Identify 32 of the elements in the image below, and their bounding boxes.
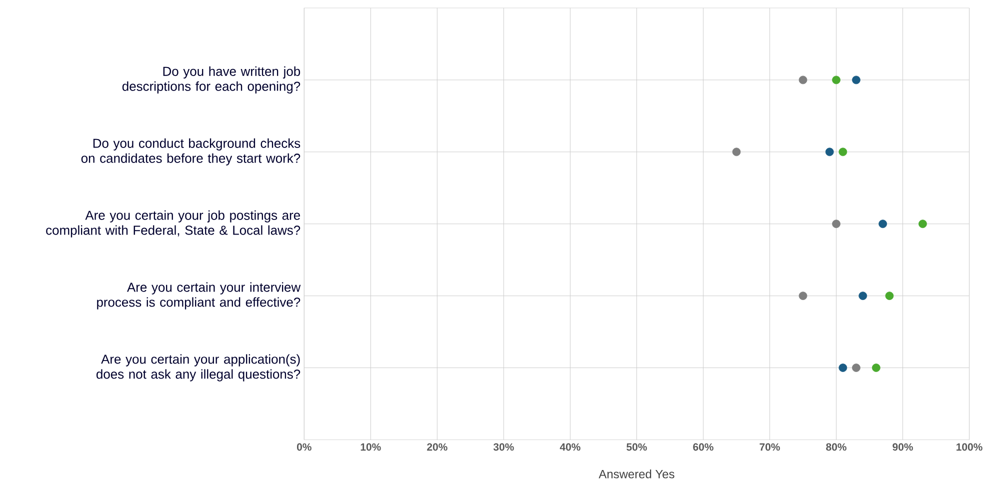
x-tick-label: 0%	[296, 443, 312, 451]
y-tick-label: Do you have written job descriptions for each opening?	[122, 66, 300, 94]
x-tick-label: 20%	[427, 443, 448, 451]
point	[838, 364, 848, 372]
point	[838, 148, 848, 156]
point	[858, 292, 868, 300]
point	[852, 76, 860, 84]
x-tick-label: 10%	[360, 443, 381, 451]
point	[885, 292, 894, 300]
x-tick-label: 30%	[493, 443, 514, 451]
y-tick-label: Are you certain your job postings are compliant with Federal, State & Local laws?	[46, 210, 300, 238]
point	[852, 364, 860, 372]
y-tick-label: Are you certain your application(s) does not ask any illegal questions?	[96, 354, 300, 382]
point	[878, 220, 887, 228]
point	[798, 292, 808, 300]
point	[798, 76, 808, 84]
point	[732, 148, 741, 156]
x-tick-label: 40%	[560, 443, 580, 451]
x-tick-label: 100%	[956, 443, 982, 451]
x-tick-label: 90%	[892, 443, 913, 451]
x-tick-label: 80%	[826, 443, 846, 451]
point	[918, 220, 927, 228]
x-tick-label: 70%	[760, 443, 780, 451]
point	[825, 148, 834, 156]
y-tick-label: Are you certain your interview process is compliant and effective?	[97, 282, 301, 310]
x-tick-label: 50%	[626, 443, 647, 451]
x-axis-title: Answered Yes	[598, 470, 674, 479]
point	[872, 364, 880, 372]
point	[832, 220, 840, 228]
point	[832, 76, 840, 84]
x-tick-label: 60%	[693, 443, 714, 451]
y-tick-label: Do you conduct background checks on candidates before they start work?	[81, 138, 300, 166]
